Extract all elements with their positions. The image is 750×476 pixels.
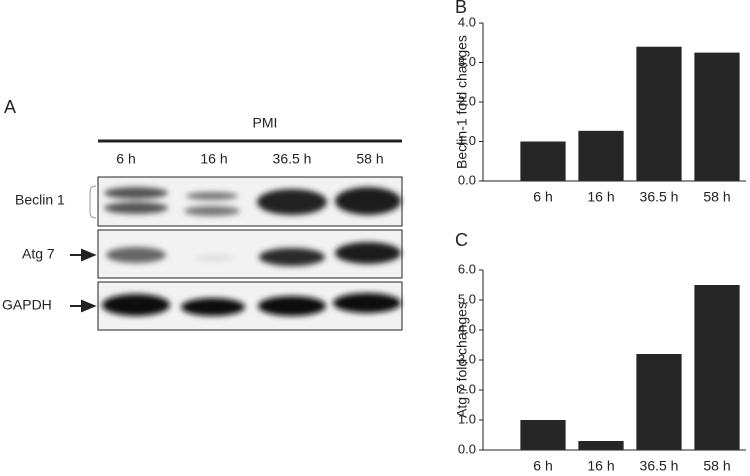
bar bbox=[636, 46, 682, 182]
y-tick-label: 2.0 bbox=[458, 381, 476, 396]
y-tick-label: 1.0 bbox=[458, 411, 476, 426]
x-tick-label: 16 h bbox=[587, 189, 614, 205]
panel-letter: C bbox=[455, 230, 468, 250]
bracket bbox=[89, 185, 97, 219]
y-tick-label: 6.0 bbox=[458, 261, 476, 276]
y-tick-label: 4.0 bbox=[458, 14, 476, 29]
arrow bbox=[70, 299, 97, 313]
y-axis-label: Beclin-1 fold changes bbox=[454, 35, 470, 169]
y-tick-label: 2.0 bbox=[458, 93, 476, 108]
arrow bbox=[70, 248, 97, 262]
bar bbox=[694, 52, 740, 181]
lane-label: 58 h bbox=[356, 151, 383, 167]
x-tick-label: 16 h bbox=[587, 458, 614, 474]
bar bbox=[694, 285, 740, 450]
x-tick-label: 36.5 h bbox=[640, 189, 679, 205]
group-label: PMI bbox=[253, 115, 278, 131]
x-tick-label: 6 h bbox=[533, 189, 552, 205]
y-tick-label: 0.0 bbox=[458, 172, 476, 187]
bar bbox=[520, 141, 566, 181]
y-tick-label: 3.0 bbox=[458, 54, 476, 69]
lane-label: 16 h bbox=[200, 151, 227, 167]
bar bbox=[636, 354, 682, 450]
blot-atg7 bbox=[97, 229, 403, 279]
x-tick-label: 36.5 h bbox=[640, 458, 679, 474]
panel-letter: A bbox=[4, 97, 16, 117]
panel-letter: B bbox=[455, 0, 467, 17]
y-axis-label: Atg 7 fold changes bbox=[454, 302, 470, 418]
x-tick-label: 6 h bbox=[533, 458, 552, 474]
lane-label: 6 h bbox=[116, 151, 135, 167]
y-tick-label: 5.0 bbox=[458, 291, 476, 306]
bar bbox=[578, 441, 624, 450]
y-tick-label: 0.0 bbox=[458, 441, 476, 456]
row-label: GAPDH bbox=[2, 297, 52, 313]
blot-beclin bbox=[97, 176, 403, 227]
y-tick-label: 3.0 bbox=[458, 351, 476, 366]
y-tick-label: 4.0 bbox=[458, 321, 476, 336]
blot-gapdh bbox=[97, 281, 403, 331]
bar bbox=[520, 420, 566, 450]
lane-label: 36.5 h bbox=[273, 151, 312, 167]
row-label: Beclin 1 bbox=[15, 192, 65, 208]
row-label: Atg 7 bbox=[22, 246, 55, 262]
y-tick-label: 1.0 bbox=[458, 133, 476, 148]
bar bbox=[578, 130, 624, 181]
x-tick-label: 58 h bbox=[703, 458, 730, 474]
x-tick-label: 58 h bbox=[703, 189, 730, 205]
